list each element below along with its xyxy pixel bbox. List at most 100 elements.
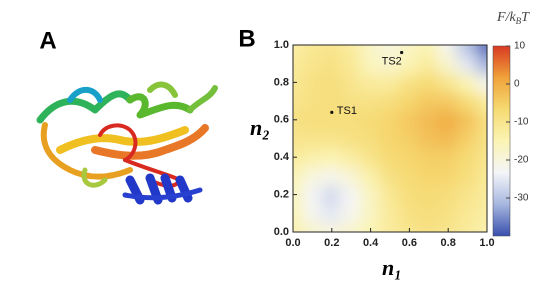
field-cell [379, 146, 401, 168]
field-cell [379, 202, 401, 224]
colorbar-tick-label: -20 [514, 155, 529, 166]
field-cell [293, 128, 304, 149]
field-cell [293, 90, 304, 112]
field-cell [418, 221, 440, 232]
field-cell [456, 184, 479, 205]
field-cell [340, 128, 362, 149]
field-cell [418, 165, 440, 187]
field-cell [321, 90, 343, 112]
field-cell [321, 202, 343, 224]
field-cell [476, 202, 487, 224]
x-tick-label: 0.6 [402, 237, 417, 249]
field-cell [476, 72, 487, 93]
field-cell [379, 184, 401, 205]
y-tick-label: 0.4 [274, 151, 290, 163]
field-cell [321, 72, 343, 93]
field-cell [379, 90, 401, 112]
field-cell [293, 202, 304, 224]
field-cell [418, 128, 440, 149]
field-cell [321, 45, 343, 56]
field-cell [293, 45, 304, 56]
field-cell [418, 45, 440, 56]
field-cell [359, 128, 382, 149]
field-cell [301, 72, 324, 93]
field-cell [379, 53, 401, 75]
panel-label: A [39, 27, 56, 54]
field-cell [379, 109, 401, 131]
field-cell [418, 109, 440, 131]
field-cell [359, 184, 382, 205]
colorbar-tick-label: -30 [514, 193, 529, 204]
field-cell [398, 109, 421, 131]
field-cell [418, 72, 440, 93]
field-cell [293, 146, 304, 168]
field-cell [359, 109, 382, 131]
field-cell [321, 221, 343, 232]
transition-state-label: TS2 [382, 55, 402, 67]
colorbar [492, 45, 511, 237]
y-tick-label: 0.2 [274, 189, 289, 201]
field-cell [379, 72, 401, 93]
field-cell [359, 72, 382, 93]
field-cell [456, 146, 479, 168]
field-cell [340, 146, 362, 168]
x-axis-label: n₁ [382, 255, 402, 280]
field-cell [379, 165, 401, 187]
field-cell [359, 90, 382, 112]
field-cell [293, 165, 304, 187]
field-cell [321, 146, 343, 168]
field-cell [476, 45, 487, 56]
x-tick-label: 0.4 [363, 237, 379, 249]
field-cell [456, 165, 479, 187]
y-tick-label: 0.6 [274, 114, 289, 126]
field-cell [340, 109, 362, 131]
field-cell [476, 128, 487, 149]
field-cell [340, 72, 362, 93]
transition-state-label: TS1 [337, 105, 357, 117]
field-cell [301, 109, 324, 131]
field-cell [340, 90, 362, 112]
field-cell [418, 184, 440, 205]
field-cell [398, 202, 421, 224]
field-cell [301, 165, 324, 187]
x-tick-label: 0.8 [441, 237, 456, 249]
field-cell [321, 53, 343, 75]
field-cell [359, 146, 382, 168]
field-cell [456, 221, 479, 232]
field-cell [301, 146, 324, 168]
field-cell [398, 128, 421, 149]
field-cell [437, 53, 459, 75]
field-cell [398, 53, 421, 75]
field-cell [321, 109, 343, 131]
field-cell [359, 202, 382, 224]
field-cell [437, 72, 459, 93]
y-tick-label: 0.0 [274, 226, 289, 238]
field-cell [456, 90, 479, 112]
field-cell [340, 53, 362, 75]
panel-label: B [238, 25, 255, 52]
field-cell [437, 45, 459, 56]
field-cell [321, 184, 343, 205]
field-cell [476, 184, 487, 205]
field-cell [437, 90, 459, 112]
field-cell [301, 202, 324, 224]
field-cell [437, 146, 459, 168]
field-cell [301, 128, 324, 149]
field-cell [301, 221, 324, 232]
field-cell [476, 53, 487, 75]
field-cell [476, 221, 487, 232]
field-cell [321, 165, 343, 187]
field-cell [321, 128, 343, 149]
transition-state [330, 110, 334, 114]
field-cell [340, 45, 362, 56]
field-cell [379, 128, 401, 149]
field-cell [398, 221, 421, 232]
field-cell [293, 109, 304, 131]
colorbar-tick-label: -10 [514, 117, 529, 128]
plot-frame [292, 44, 488, 233]
y-tick-label: 1.0 [274, 39, 289, 51]
field-cell [359, 221, 382, 232]
field-cell [418, 53, 440, 75]
field-cell [418, 202, 440, 224]
